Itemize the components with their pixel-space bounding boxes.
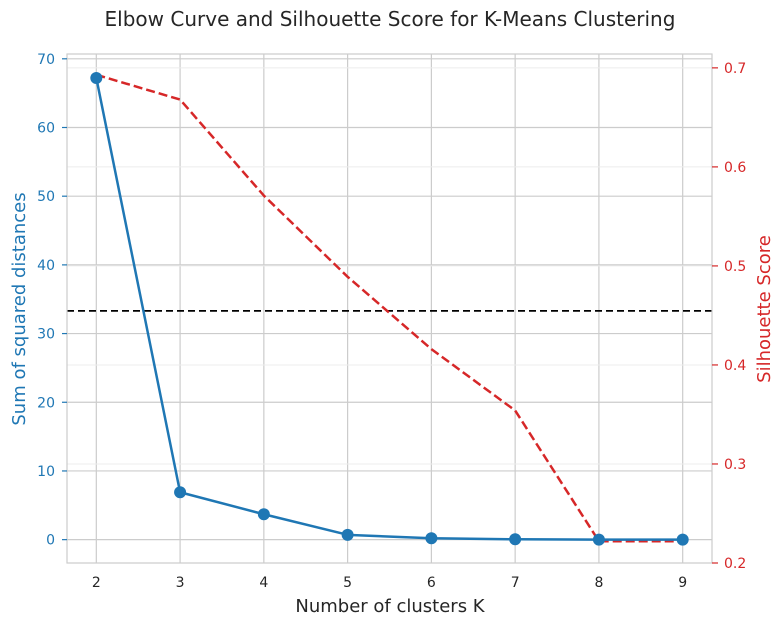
left-tick-label: 0 — [46, 533, 55, 549]
left-tick-label: 30 — [37, 327, 55, 343]
data-point — [509, 533, 522, 546]
left-tick-label: 40 — [37, 258, 55, 274]
right-tick-label: 0.3 — [724, 457, 746, 473]
x-tick-label: 6 — [427, 575, 436, 591]
grid — [67, 54, 712, 564]
series — [90, 72, 689, 546]
x-tick-label: 3 — [176, 575, 185, 591]
data-point — [174, 486, 187, 499]
right-tick-label: 0.7 — [724, 61, 746, 77]
plot-frame — [66, 53, 713, 564]
x-tick-label: 4 — [259, 575, 268, 591]
left-tick-label: 10 — [37, 464, 55, 480]
left-tick-label: 50 — [37, 189, 55, 205]
x-tick-label: 8 — [594, 575, 603, 591]
x-axis-ticks: 2 3 4 5 6 7 8 9 — [92, 575, 687, 591]
data-point — [676, 533, 689, 546]
right-tick-label: 0.4 — [724, 358, 746, 374]
x-tick-label: 9 — [678, 575, 687, 591]
x-tick-label: 7 — [511, 575, 520, 591]
left-tick-label: 60 — [37, 120, 55, 136]
left-tick-label: 70 — [37, 52, 55, 68]
data-point — [341, 528, 354, 541]
x-tick-label: 2 — [92, 575, 101, 591]
data-point — [257, 508, 270, 521]
right-axis-label: Silhouette Score — [754, 235, 775, 383]
left-axis-ticks: 0 10 20 30 40 50 60 70 — [37, 52, 67, 549]
data-point — [90, 72, 103, 85]
right-axis-ticks: 0.2 0.3 0.4 0.5 0.6 0.7 — [712, 61, 746, 572]
data-point — [592, 533, 605, 546]
elbow-line — [95, 77, 683, 541]
x-tick-label: 5 — [343, 575, 352, 591]
left-tick-label: 20 — [37, 395, 55, 411]
data-point — [425, 532, 438, 545]
right-tick-label: 0.6 — [724, 160, 746, 176]
silhouette-line — [95, 73, 683, 543]
chart-title: Elbow Curve and Silhouette Score for K-M… — [105, 7, 676, 31]
x-axis-label: Number of clusters K — [295, 596, 485, 617]
right-tick-label: 0.5 — [724, 259, 746, 275]
left-axis-label: Sum of squared distances — [9, 192, 30, 425]
right-tick-label: 0.2 — [724, 556, 746, 572]
